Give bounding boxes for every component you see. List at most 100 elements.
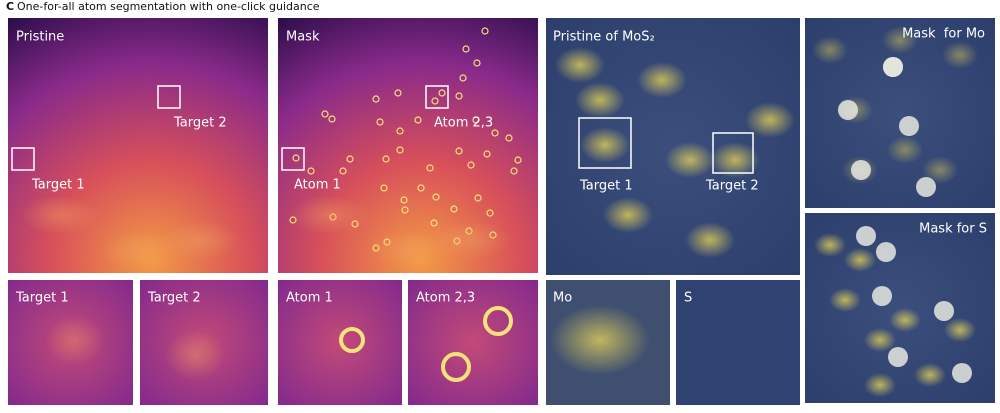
atom-mask	[431, 97, 439, 105]
atom-mask	[472, 116, 480, 124]
annotation: Atom 1	[294, 178, 341, 193]
crop-title: S	[684, 291, 692, 306]
atom-mask	[394, 89, 402, 97]
atom-mask	[430, 219, 438, 227]
atom-mask	[462, 45, 470, 53]
panel-label: C	[6, 0, 14, 13]
image-feature	[603, 197, 653, 233]
annotation: Target 1	[579, 179, 633, 194]
atom-mask	[414, 116, 422, 124]
mask-disc	[888, 347, 908, 367]
annotation: Atom 2,3	[434, 116, 493, 131]
crop-title: Target 1	[15, 291, 69, 306]
mask-disc	[838, 100, 858, 120]
atom-mask	[514, 156, 522, 164]
atom-mask	[432, 193, 440, 201]
atom-mask	[441, 352, 471, 382]
image-feature	[430, 220, 510, 260]
crop-title: Atom 1	[286, 291, 333, 306]
atom-mask	[450, 205, 458, 213]
image-feature	[812, 36, 848, 64]
image-feature	[914, 363, 946, 387]
mask-disc	[876, 242, 896, 262]
panel-title: Pristine	[16, 30, 64, 45]
mask-disc	[899, 116, 919, 136]
image-feature	[944, 318, 976, 342]
image	[676, 280, 800, 405]
atom-mask	[481, 27, 489, 35]
target-box	[157, 85, 181, 109]
crop-title: Mo	[553, 291, 572, 306]
atom-mask	[455, 147, 463, 155]
image-feature	[160, 220, 240, 260]
atom-mask	[474, 194, 482, 202]
mask-disc	[851, 160, 871, 180]
image-feature	[864, 328, 896, 352]
image-feature	[165, 330, 225, 380]
panel-title: Mask	[286, 30, 320, 45]
atom-mask	[459, 74, 467, 82]
crop-title: Atom 2,3	[416, 291, 475, 306]
atom-mask	[339, 167, 347, 175]
image-feature	[922, 156, 958, 184]
image-feature	[665, 142, 715, 178]
atom-mask	[505, 134, 513, 142]
atom-mask	[401, 206, 409, 214]
image-feature	[20, 195, 100, 235]
image-feature	[864, 373, 896, 397]
target-box	[281, 147, 305, 171]
annotation: Target 2	[173, 116, 227, 131]
panel-title: Mask for Mo	[902, 27, 985, 42]
atom-mask	[483, 306, 513, 336]
atom-mask	[486, 209, 494, 217]
atom-mask	[491, 129, 499, 137]
panel-title: Mask for S	[919, 222, 987, 237]
atom-mask	[417, 184, 425, 192]
atom-mask	[510, 167, 518, 175]
atom-mask	[483, 150, 491, 158]
mask-disc	[934, 301, 954, 321]
target-box	[11, 147, 35, 171]
annotation: Target 1	[31, 178, 85, 193]
image-feature	[889, 308, 921, 332]
atom-mask	[328, 115, 336, 123]
image-feature	[710, 142, 760, 178]
annotation: Target 2	[705, 179, 759, 194]
atom-mask	[339, 327, 365, 353]
target-box	[425, 85, 449, 109]
atom-mask	[346, 155, 354, 163]
atom-mask	[438, 89, 446, 97]
image-feature	[575, 82, 625, 118]
target-box	[578, 117, 632, 169]
image-feature	[745, 102, 795, 138]
atom-mask	[396, 127, 404, 135]
mask-disc	[883, 57, 903, 77]
atom-mask	[467, 161, 475, 169]
atom-mask	[396, 146, 404, 154]
atom-mask	[382, 155, 390, 163]
image	[408, 280, 538, 405]
mask-disc	[872, 286, 892, 306]
figure-title: One-for-all atom segmentation with one-c…	[17, 0, 320, 13]
mask-disc	[856, 226, 876, 246]
image-feature	[290, 195, 370, 235]
panel-title: Pristine of MoS₂	[553, 30, 655, 45]
atom-mask	[455, 92, 463, 100]
image-feature	[887, 136, 923, 164]
mask-disc	[952, 363, 972, 383]
atom-mask	[426, 164, 434, 172]
image-feature	[942, 41, 978, 69]
image-feature	[555, 47, 605, 83]
atom-mask	[376, 118, 384, 126]
atom-mask	[292, 154, 300, 162]
image-feature	[637, 62, 687, 98]
image-feature	[550, 305, 650, 375]
image-feature	[45, 315, 105, 365]
atom-mask	[321, 110, 329, 118]
image-feature	[580, 127, 630, 163]
image-feature	[844, 248, 876, 272]
atom-mask	[372, 95, 380, 103]
atom-mask	[400, 196, 408, 204]
crop-title: Target 2	[147, 291, 201, 306]
